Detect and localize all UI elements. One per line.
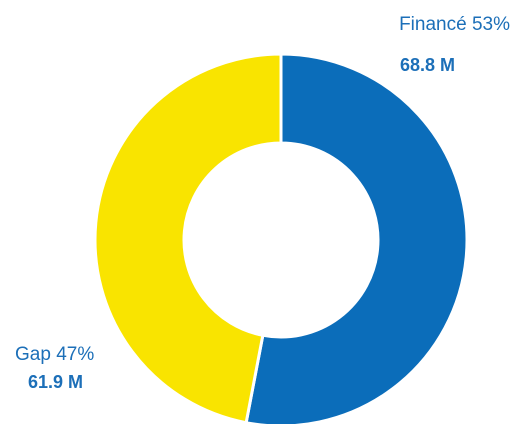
slice-label: Gap 47% [15, 344, 94, 365]
amount-label: 68.8 M [400, 55, 455, 75]
amount-label: 61.9 M [28, 372, 83, 392]
percent-label: 47% [56, 344, 94, 365]
percent-label: 53% [472, 14, 510, 35]
donut-slice [93, 52, 283, 424]
category-name: Gap [15, 344, 51, 365]
slice-label: Financé 53% [399, 14, 510, 35]
category-name: Financé [399, 14, 467, 35]
